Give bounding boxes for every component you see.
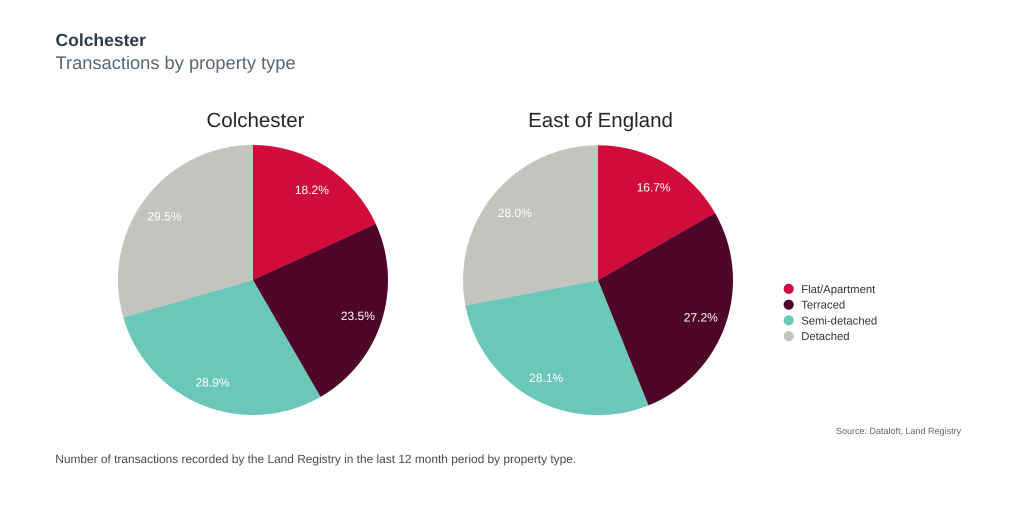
svg-text:27.2%: 27.2%: [684, 311, 718, 325]
svg-text:Transactions by property type: Transactions by property type: [56, 52, 296, 73]
svg-text:28.0%: 28.0%: [498, 206, 532, 220]
svg-text:18.2%: 18.2%: [295, 183, 329, 197]
svg-text:Colchester: Colchester: [207, 109, 305, 132]
svg-text:Source: Dataloft, Land Registr: Source: Dataloft, Land Registry: [836, 426, 962, 436]
svg-text:Flat/Apartment: Flat/Apartment: [801, 284, 876, 296]
svg-text:Semi-detached: Semi-detached: [801, 315, 877, 327]
svg-text:Colchester: Colchester: [56, 30, 147, 50]
svg-text:Terraced: Terraced: [801, 300, 845, 312]
svg-text:Number of transactions recorde: Number of transactions recorded by the L…: [55, 452, 576, 466]
svg-text:23.5%: 23.5%: [341, 309, 375, 323]
svg-text:28.1%: 28.1%: [529, 371, 563, 385]
svg-text:28.9%: 28.9%: [195, 376, 229, 390]
svg-text:16.7%: 16.7%: [637, 180, 671, 194]
svg-text:Detached: Detached: [801, 331, 849, 343]
svg-text:29.5%: 29.5%: [147, 209, 181, 223]
svg-text:East of England: East of England: [528, 109, 673, 132]
